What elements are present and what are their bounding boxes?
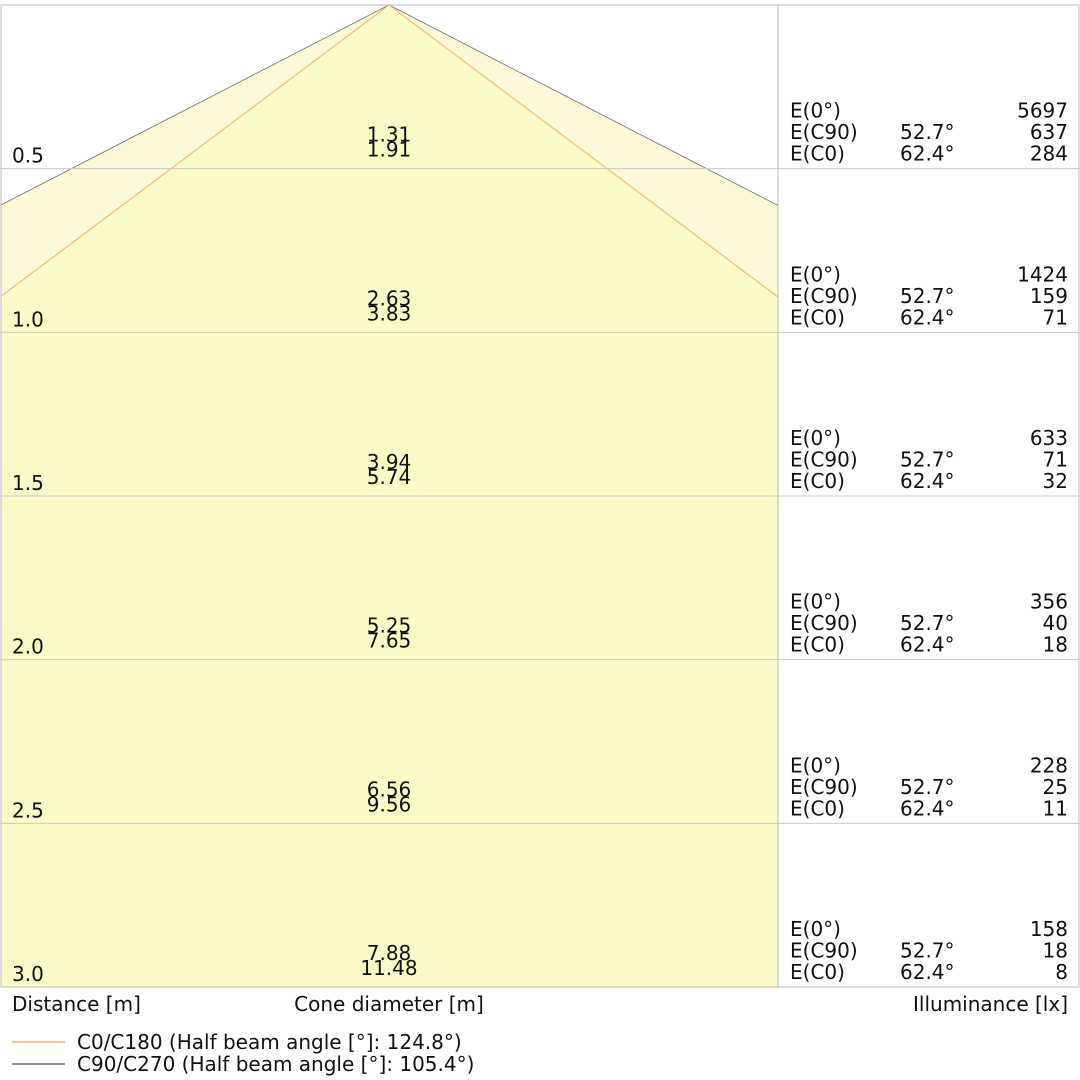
illuminance-label: E(C90) — [790, 448, 858, 472]
illuminance-label: E(C0) — [790, 305, 845, 329]
illuminance-value: 40 — [1043, 611, 1068, 635]
angle: 62.4° — [900, 469, 955, 493]
diameter: 5.25 — [367, 614, 412, 638]
illuminance-value: 5697 — [1017, 99, 1068, 123]
diameter: 6.56 — [367, 777, 412, 801]
illuminance-value: 356 — [1030, 590, 1068, 614]
legend-label: C0/C180 (Half beam angle [°]: 124.8°) — [77, 1030, 462, 1054]
illuminance-value: 71 — [1043, 448, 1068, 472]
illuminance-value: 11 — [1043, 796, 1068, 820]
illuminance-value: 228 — [1030, 753, 1068, 777]
illuminance-label: E(0°) — [790, 590, 841, 614]
frame — [0, 4, 1080, 988]
illuminance-label: E(C0) — [790, 960, 845, 984]
diameter: 3.94 — [367, 450, 412, 474]
angle: 62.4° — [900, 142, 955, 166]
distance: 1.0 — [12, 307, 44, 331]
illuminance-label: E(0°) — [790, 753, 841, 777]
diameter: 2.63 — [367, 286, 412, 310]
angle: 52.7° — [900, 120, 955, 144]
diameter: 5.74 — [367, 465, 412, 489]
illuminance-label: E(C0) — [790, 142, 845, 166]
distance: 2.5 — [12, 798, 44, 822]
distance: 3.0 — [12, 962, 44, 986]
angle: 62.4° — [900, 960, 955, 984]
illuminance-label: E(0°) — [790, 262, 841, 286]
illuminance-label: E(C90) — [790, 611, 858, 635]
illuminance-value: 284 — [1030, 142, 1068, 166]
cone-label: Cone diameter [m] — [294, 992, 484, 1016]
illuminance-label: Illuminance [lx] — [913, 992, 1068, 1016]
legend-label: C90/C270 (Half beam angle [°]: 105.4°) — [77, 1052, 474, 1076]
illuminance-value: 637 — [1030, 120, 1068, 144]
illuminance-label: E(0°) — [790, 426, 841, 450]
illuminance-label: E(C0) — [790, 633, 845, 657]
diameter: 3.83 — [367, 301, 412, 325]
angle: 52.7° — [900, 448, 955, 472]
illuminance-value: 8 — [1055, 960, 1068, 984]
distance-label: Distance [m] — [12, 992, 141, 1016]
diameter: 7.88 — [367, 941, 412, 965]
distance: 0.5 — [12, 144, 44, 168]
illuminance-value: 18 — [1043, 939, 1068, 963]
illuminance-value: 633 — [1030, 426, 1068, 450]
illuminance-label: E(C90) — [790, 775, 858, 799]
illuminance-value: 32 — [1043, 469, 1068, 493]
illuminance-label: E(C0) — [790, 469, 845, 493]
diameter: 11.48 — [360, 956, 417, 980]
illuminance-label: E(0°) — [790, 917, 841, 941]
distance: 1.5 — [12, 471, 44, 495]
illuminance-label: E(C90) — [790, 939, 858, 963]
angle: 62.4° — [900, 796, 955, 820]
illuminance-value: 1424 — [1017, 262, 1068, 286]
diameter: 9.56 — [367, 792, 412, 816]
diameter: 1.91 — [367, 138, 412, 162]
angle: 52.7° — [900, 939, 955, 963]
illuminance-value: 18 — [1043, 633, 1068, 657]
illuminance-label: E(C0) — [790, 796, 845, 820]
angle: 52.7° — [900, 284, 955, 308]
distance: 2.0 — [12, 635, 44, 659]
illuminance-label: E(C90) — [790, 120, 858, 144]
angle: 62.4° — [900, 305, 955, 329]
angle: 52.7° — [900, 775, 955, 799]
illuminance-value: 159 — [1030, 284, 1068, 308]
illuminance-label: E(C90) — [790, 284, 858, 308]
illuminance-value: 25 — [1043, 775, 1068, 799]
diameter: 7.65 — [367, 629, 412, 653]
angle: 62.4° — [900, 633, 955, 657]
illuminance-value: 158 — [1030, 917, 1068, 941]
illuminance-label: E(0°) — [790, 99, 841, 123]
diameter: 1.31 — [367, 123, 412, 147]
angle: 52.7° — [900, 611, 955, 635]
illuminance-value: 71 — [1043, 305, 1068, 329]
